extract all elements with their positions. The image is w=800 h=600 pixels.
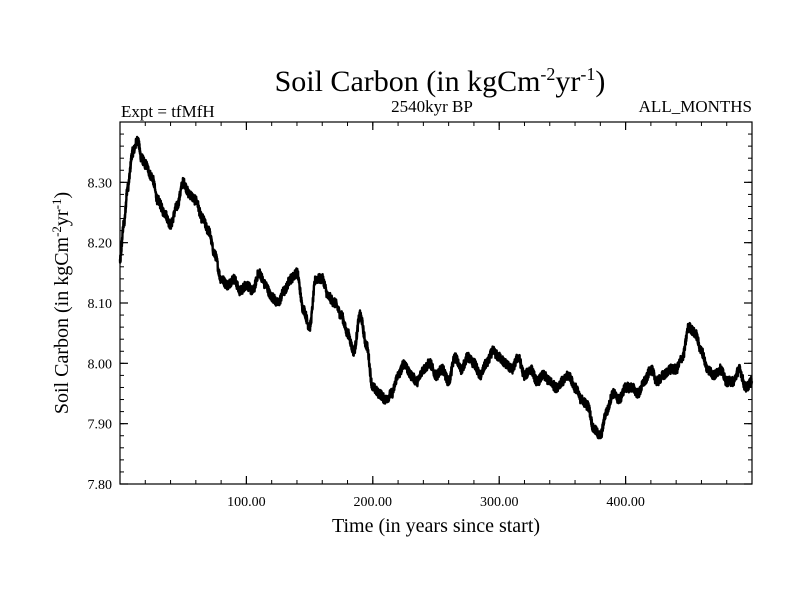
y-tick-label: 7.80: [88, 478, 113, 493]
y-tick-label: 8.30: [88, 176, 113, 191]
y-tick-label: 8.00: [88, 357, 113, 372]
x-axis-label: Time (in years since start): [332, 515, 540, 537]
chart-title: Soil Carbon (in kgCm-2yr-1): [275, 64, 606, 98]
subtitle-period: 2540kyr BP: [391, 97, 473, 116]
y-tick-label: 8.10: [88, 297, 113, 312]
subtitle-months: ALL_MONTHS: [639, 97, 752, 116]
x-tick-label: 100.00: [227, 495, 266, 510]
y-tick-label: 8.20: [88, 237, 113, 252]
y-axis-label: Soil Carbon (in kgCm-2yr-1): [49, 192, 73, 414]
x-axis-ticks: 100.00 200.00 300.00 400.00: [144, 122, 728, 510]
plot-frame: [119, 121, 753, 485]
subtitle-experiment: Expt = tfMfH: [121, 102, 215, 121]
x-tick-label: 300.00: [480, 495, 519, 510]
x-tick-label: 200.00: [354, 495, 393, 510]
series-line-soil-carbon: [118, 135, 754, 440]
y-axis-ticks: 7.80 7.90 8.00 8.10 8.20 8.30: [88, 121, 752, 493]
x-tick-label: 400.00: [606, 495, 645, 510]
y-tick-label: 7.90: [88, 418, 113, 433]
